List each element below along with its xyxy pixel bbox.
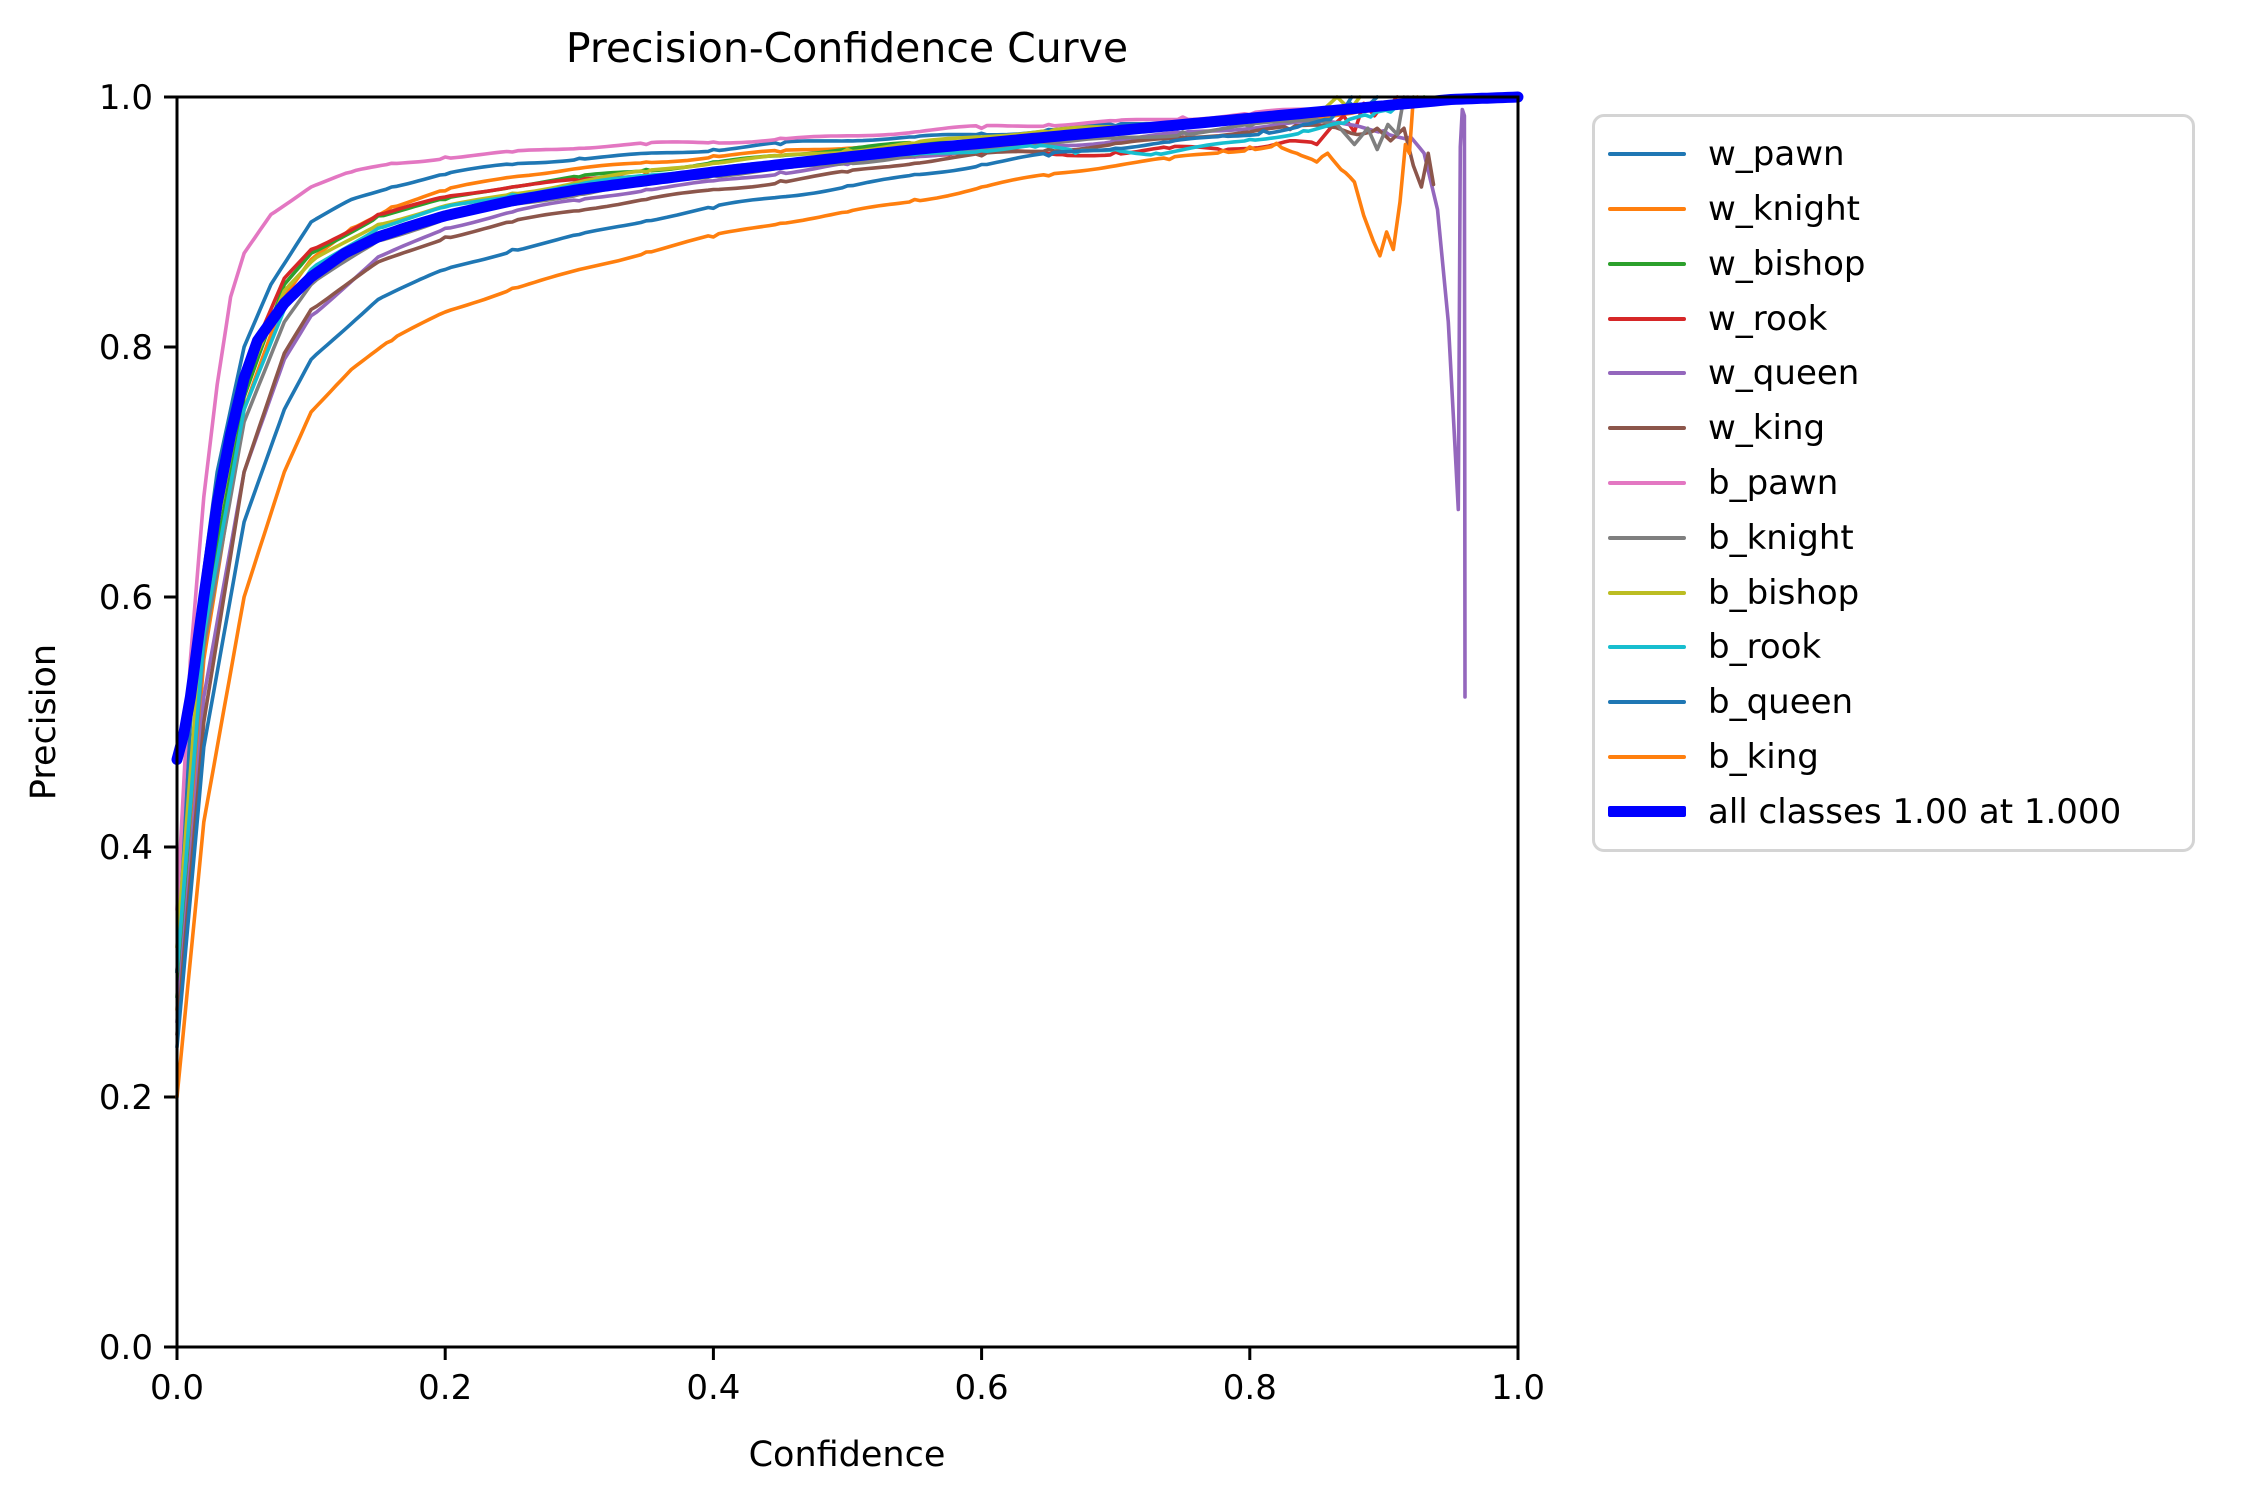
legend-label: b_pawn — [1708, 462, 1839, 503]
legend-label: b_knight — [1708, 517, 1854, 558]
legend-item-b_king: b_king — [1608, 730, 2192, 784]
legend-line-sample — [1608, 426, 1686, 431]
y-tick-label: 0.6 — [99, 578, 153, 618]
legend-line-sample — [1608, 207, 1686, 212]
x-tick-label: 1.0 — [1491, 1368, 1545, 1408]
y-tick-label: 0.2 — [99, 1078, 153, 1118]
legend-line-sample — [1608, 371, 1686, 376]
legend-item-b_pawn: b_pawn — [1608, 456, 2192, 510]
legend-label: w_rook — [1708, 298, 1828, 339]
legend-line-sample — [1608, 535, 1686, 540]
curve-b_queen — [175, 95, 1354, 1049]
legend-label: w_bishop — [1708, 243, 1866, 284]
axis-tick-labels: 0.0 0.2 0.4 0.6 0.8 1.0 0.0 0.2 0.4 0.6 0.8 1.0 — [99, 78, 1545, 1408]
y-tick-label: 0.0 — [99, 1328, 153, 1368]
legend-line-sample — [1608, 754, 1686, 759]
legend-label: b_queen — [1708, 682, 1854, 723]
legend-item-w_king: w_king — [1608, 401, 2192, 455]
legend-line-sample — [1608, 590, 1686, 595]
axis-ticks — [164, 95, 1520, 1360]
legend: w_pawn w_knight w_bishop w_rook w_queen w_kin… — [1592, 114, 2195, 852]
legend-label: w_king — [1708, 408, 1826, 449]
legend-item-w_pawn: w_pawn — [1608, 127, 2192, 181]
legend-item-b_queen: b_queen — [1608, 675, 2192, 729]
legend-label: w_pawn — [1708, 134, 1845, 175]
curve-b_king — [175, 95, 1416, 1099]
x-tick-label: 0.4 — [686, 1368, 740, 1408]
plot-area-border-top — [175, 95, 1520, 1349]
legend-label: all classes 1.00 at 1.000 — [1708, 791, 2122, 832]
x-tick-label: 0.2 — [418, 1368, 472, 1408]
curve-b_rook — [175, 95, 1424, 974]
curves — [171, 91, 1524, 1099]
plot-area-border — [175, 95, 1520, 1349]
y-tick-label: 1.0 — [99, 78, 153, 118]
curve-b_pawn — [175, 95, 1410, 912]
legend-line-sample — [1608, 316, 1686, 321]
y-tick-label: 0.4 — [99, 828, 153, 868]
legend-item-w_knight: w_knight — [1608, 182, 2192, 236]
legend-item-b_rook: b_rook — [1608, 620, 2192, 674]
legend-line-sample — [1608, 152, 1686, 157]
legend-line-sample — [1608, 806, 1686, 818]
legend-label: w_knight — [1708, 189, 1860, 230]
curve-w_king — [175, 123, 1436, 1037]
legend-label: w_queen — [1708, 353, 1860, 394]
legend-item-w_rook: w_rook — [1608, 292, 2192, 346]
legend-label: b_rook — [1708, 627, 1822, 668]
y-axis-label: Precision — [24, 644, 64, 800]
legend-item-b_bishop: b_bishop — [1608, 566, 2192, 620]
legend-label: b_bishop — [1708, 572, 1860, 613]
legend-item-b_knight: b_knight — [1608, 511, 2192, 565]
curve-all-classes — [171, 91, 1524, 765]
y-tick-label: 0.8 — [99, 328, 153, 368]
x-tick-label: 0.0 — [150, 1368, 204, 1408]
legend-line-sample — [1608, 261, 1686, 266]
legend-label: b_king — [1708, 736, 1819, 777]
legend-line-sample — [1608, 700, 1686, 705]
x-tick-label: 0.8 — [1223, 1368, 1277, 1408]
chart-title: Precision-Confidence Curve — [566, 24, 1128, 72]
legend-line-sample — [1608, 645, 1686, 650]
legend-item-w_queen: w_queen — [1608, 346, 2192, 400]
x-axis-label: Confidence — [749, 1435, 946, 1475]
x-tick-label: 0.6 — [955, 1368, 1009, 1408]
legend-line-sample — [1608, 480, 1686, 485]
legend-item-w_bishop: w_bishop — [1608, 237, 2192, 291]
legend-item-all: all classes 1.00 at 1.000 — [1608, 785, 2192, 839]
